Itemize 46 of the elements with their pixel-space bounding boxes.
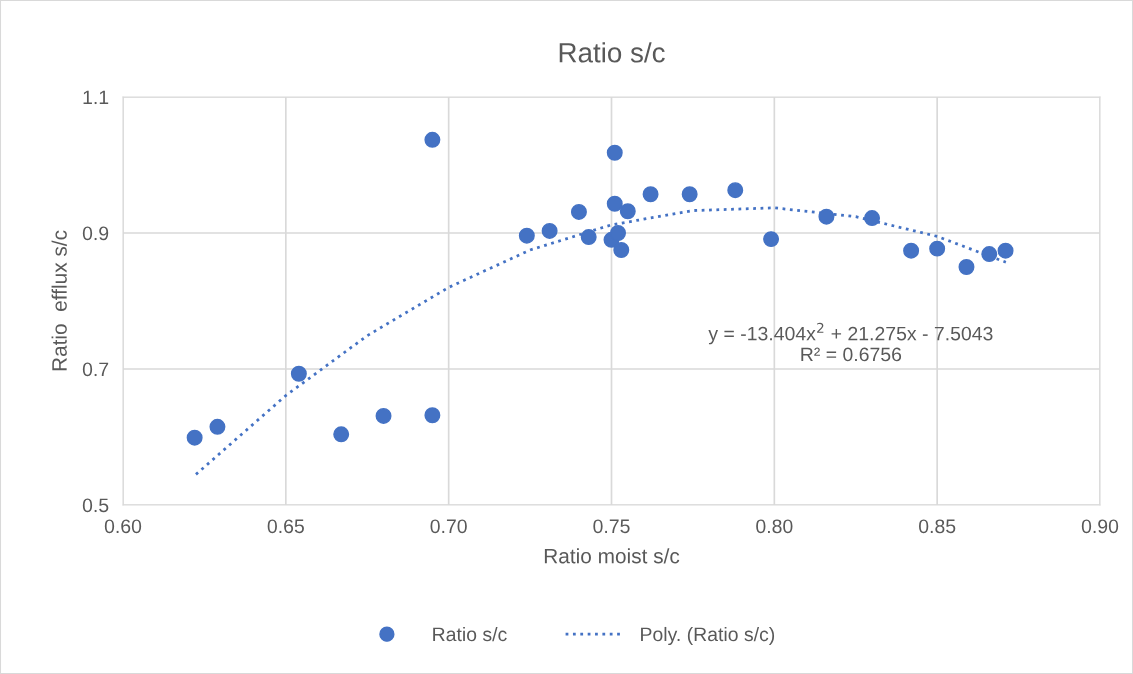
point <box>642 186 659 203</box>
point <box>727 182 744 199</box>
point <box>606 195 623 212</box>
point <box>424 407 441 424</box>
y-axis-title: Ratio efflux s/c <box>51 230 67 371</box>
legend-label: Poly. (Ratio s/c) <box>641 626 775 646</box>
x-tick-label: 0.60 <box>104 519 142 534</box>
annotation: R² = 0.6756 <box>801 347 902 362</box>
x-tick-label: 0.70 <box>430 519 467 534</box>
point <box>424 131 441 148</box>
point <box>981 246 998 263</box>
x-tick-label: 0.75 <box>593 519 630 534</box>
x-tick-label: 0.85 <box>919 519 956 534</box>
point <box>763 231 780 248</box>
line-series <box>194 206 1008 476</box>
point <box>619 203 636 220</box>
point <box>929 240 946 257</box>
x-axis-title: Ratio moist s/c <box>544 548 680 564</box>
y-tick-label: 0.7 <box>82 362 109 377</box>
point <box>997 242 1014 259</box>
y-tick-label: 0.5 <box>82 498 109 513</box>
y-tick-label: 1.1 <box>83 90 109 105</box>
point <box>375 407 392 424</box>
chart-title: Ratio s/c <box>559 42 665 63</box>
point <box>610 225 626 241</box>
point <box>290 365 307 382</box>
x-tick-label: 0.80 <box>756 519 793 534</box>
point <box>580 229 597 246</box>
point <box>606 144 623 161</box>
point <box>864 210 881 227</box>
annotation: y = -13.404x$^{2}$ + 21.275x - 7.5043 <box>708 322 993 345</box>
y-tick-label: 0.9 <box>82 226 109 241</box>
point <box>518 227 535 244</box>
point <box>570 203 587 220</box>
point <box>681 186 698 203</box>
point <box>958 259 975 275</box>
point <box>541 222 558 239</box>
x-tick-label: 0.90 <box>1081 519 1119 534</box>
point <box>613 242 630 258</box>
point <box>209 418 226 435</box>
point <box>186 429 203 446</box>
x-tick-label: 0.65 <box>267 519 304 534</box>
point <box>333 426 350 443</box>
point <box>903 242 920 259</box>
point <box>818 208 835 225</box>
legend-label: Ratio s/c <box>433 626 507 642</box>
